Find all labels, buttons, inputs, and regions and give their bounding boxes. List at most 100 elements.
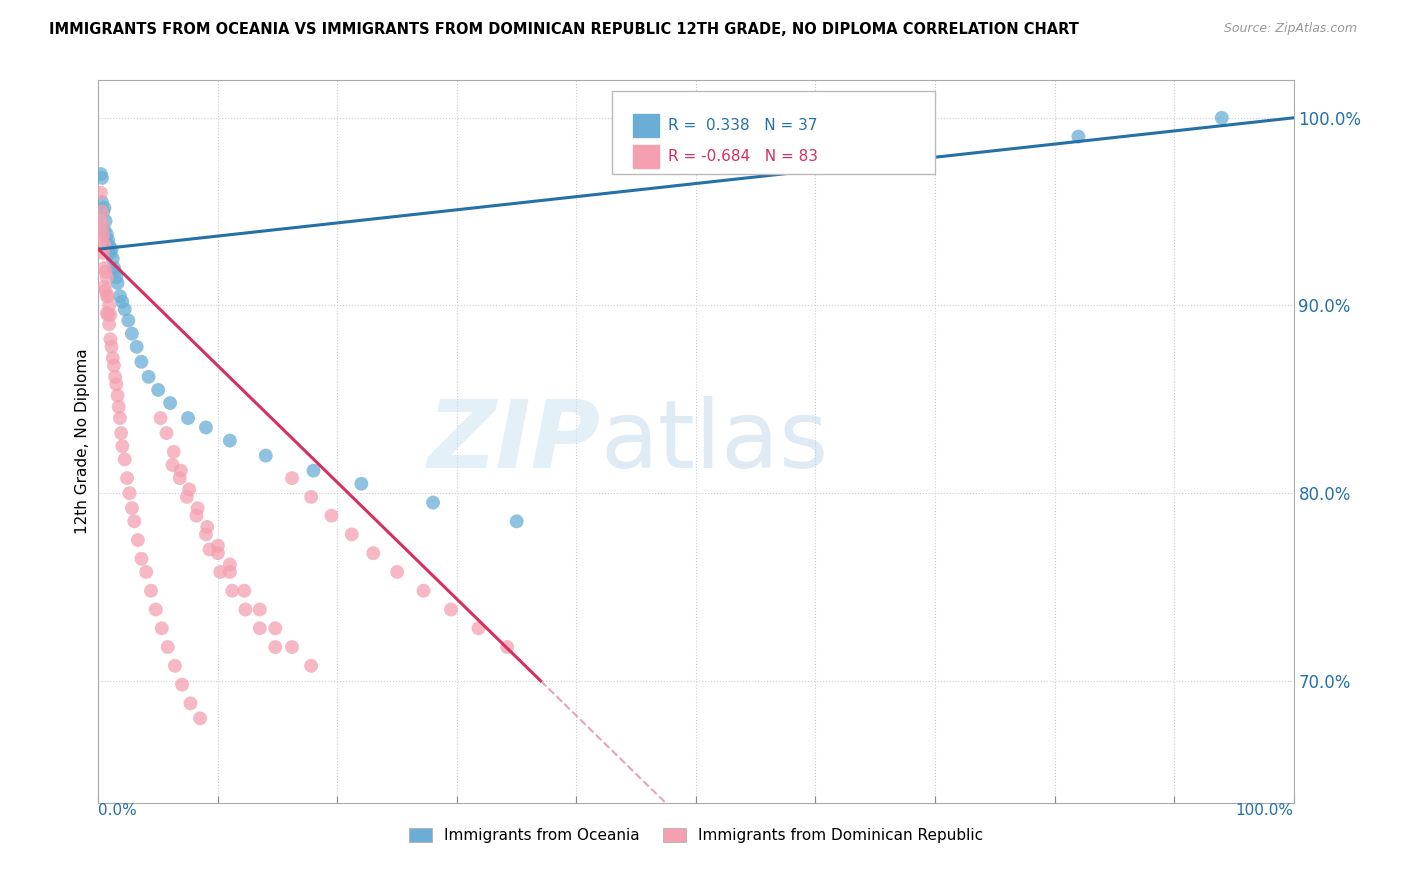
Point [177, 411, 200, 425]
Point [264, 621, 287, 635]
Point [97, 289, 120, 303]
Point [94, 265, 117, 279]
Point [107, 276, 129, 290]
Point [1211, 111, 1233, 125]
Point [195, 520, 218, 534]
Point [105, 377, 128, 392]
Point [97, 308, 120, 322]
Point [100, 242, 122, 256]
Point [235, 602, 257, 616]
Point [207, 546, 229, 560]
Point [363, 546, 385, 560]
Point [156, 640, 179, 654]
Point [195, 527, 218, 541]
Point [422, 495, 444, 509]
Point [170, 464, 193, 478]
Text: Source: ZipAtlas.com: Source: ZipAtlas.com [1223, 22, 1357, 36]
Point [412, 583, 434, 598]
Point [94, 284, 117, 298]
Point [93, 238, 115, 252]
Text: 100.0%: 100.0% [1236, 803, 1294, 818]
Point [172, 677, 194, 691]
Point [187, 501, 209, 516]
Point [467, 621, 489, 635]
Point [111, 294, 134, 309]
Point [115, 471, 138, 485]
Legend: Immigrants from Oceania, Immigrants from Dominican Republic: Immigrants from Oceania, Immigrants from… [404, 822, 988, 849]
Point [162, 458, 184, 472]
Point [179, 483, 201, 497]
Point [440, 602, 463, 616]
Point [104, 369, 127, 384]
Point [105, 270, 128, 285]
Point [150, 621, 173, 635]
Point [98, 238, 121, 252]
Point [496, 640, 519, 654]
Point [104, 265, 127, 279]
Point [145, 602, 167, 616]
Point [207, 539, 229, 553]
Point [107, 400, 129, 414]
Point [159, 396, 181, 410]
Point [299, 490, 322, 504]
Point [131, 355, 153, 369]
Point [101, 351, 124, 365]
Point [188, 711, 211, 725]
Point [91, 195, 114, 210]
Point [91, 233, 114, 247]
Point [163, 658, 186, 673]
Point [169, 471, 191, 485]
Point [155, 426, 177, 441]
Bar [633, 145, 659, 168]
Point [249, 621, 271, 635]
Point [94, 214, 117, 228]
Point [1067, 129, 1090, 144]
Point [302, 464, 325, 478]
Point [100, 340, 122, 354]
Bar [633, 113, 659, 136]
Text: IMMIGRANTS FROM OCEANIA VS IMMIGRANTS FROM DOMINICAN REPUBLIC 12TH GRADE, NO DIP: IMMIGRANTS FROM OCEANIA VS IMMIGRANTS FR… [49, 22, 1078, 37]
Point [103, 359, 125, 373]
Point [186, 508, 208, 523]
Point [107, 388, 129, 402]
Point [163, 445, 186, 459]
Point [118, 486, 141, 500]
Point [108, 289, 131, 303]
Point [91, 219, 114, 234]
Point [149, 411, 172, 425]
Text: R = -0.684   N = 83: R = -0.684 N = 83 [668, 149, 818, 163]
Point [198, 542, 221, 557]
Point [506, 514, 529, 528]
Point [103, 260, 125, 275]
Point [340, 527, 363, 541]
Point [127, 533, 149, 547]
Point [91, 204, 114, 219]
Point [209, 565, 232, 579]
Point [93, 260, 115, 275]
Point [110, 426, 132, 441]
Point [138, 369, 160, 384]
Point [90, 167, 112, 181]
FancyBboxPatch shape [613, 91, 935, 174]
Point [90, 186, 112, 200]
Text: 0.0%: 0.0% [98, 803, 138, 818]
Point [139, 583, 162, 598]
Point [97, 233, 120, 247]
Point [321, 508, 343, 523]
Y-axis label: 12th Grade, No Diploma: 12th Grade, No Diploma [75, 349, 90, 534]
Point [221, 583, 243, 598]
Point [121, 501, 143, 516]
Point [219, 434, 242, 448]
Point [124, 514, 146, 528]
Point [121, 326, 143, 341]
Point [176, 490, 198, 504]
Point [281, 471, 304, 485]
Text: atlas: atlas [600, 395, 828, 488]
Point [91, 246, 114, 260]
Point [98, 246, 122, 260]
Point [249, 602, 271, 616]
Point [114, 302, 136, 317]
Point [131, 551, 153, 566]
Point [91, 170, 114, 185]
Point [281, 640, 304, 654]
